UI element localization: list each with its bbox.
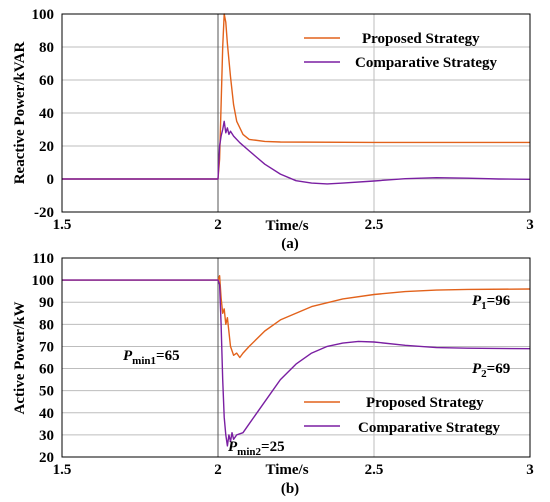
plot-frame-a bbox=[61, 13, 531, 213]
legend-label-proposed-b: Proposed Strategy bbox=[366, 395, 484, 411]
series-line-proposed bbox=[62, 275, 531, 359]
y-tick-label: 50 bbox=[39, 384, 54, 400]
sub-label-a: (a) bbox=[281, 236, 299, 252]
y-tick-label: 100 bbox=[32, 7, 55, 23]
y-tick-label: 40 bbox=[39, 106, 54, 122]
legend-label-proposed-a: Proposed Strategy bbox=[362, 31, 480, 47]
y-tick-label: 70 bbox=[39, 339, 54, 355]
y-tick-label: 100 bbox=[32, 273, 55, 289]
y-tick-label: 80 bbox=[39, 40, 54, 56]
y-tick-label: 30 bbox=[39, 428, 54, 444]
legend-label-comparative-b: Comparative Strategy bbox=[358, 420, 501, 436]
series-b bbox=[62, 275, 531, 447]
x-axis-label-b: Time/s bbox=[265, 462, 308, 478]
series-line-comparative bbox=[62, 120, 531, 185]
x-tick-label: 1.5 bbox=[53, 217, 72, 233]
x-tick-label: 2.5 bbox=[365, 217, 384, 233]
y-tick-label: 60 bbox=[39, 362, 54, 378]
x-tick-label: 1.5 bbox=[53, 462, 72, 478]
y-ticks-b: 20 30 40 50 60 70 80 90 100 110 bbox=[32, 251, 55, 466]
x-ticks-b: 1.5 2 2.5 3 bbox=[53, 462, 534, 478]
annotation-pmin2: Pmin2=25 bbox=[228, 439, 285, 458]
y-tick-label: 110 bbox=[32, 251, 54, 267]
reactive-power-chart: -20 0 20 40 60 80 100 1.5 2 2.5 3 Reactive Power/… bbox=[12, 7, 534, 252]
y-tick-label: 60 bbox=[39, 73, 54, 89]
plot-frame-b bbox=[61, 257, 531, 458]
series-line-comparative bbox=[62, 279, 531, 447]
x-tick-label: 2 bbox=[214, 462, 222, 478]
y-tick-label: 0 bbox=[47, 172, 55, 188]
x-tick-label: 3 bbox=[526, 462, 534, 478]
active-power-chart: 20 30 40 50 60 70 80 90 100 110 1.5 2 2.5 3 Active P… bbox=[12, 251, 534, 497]
legend-a: Proposed Strategy Comparative Strategy bbox=[304, 31, 498, 71]
y-ticks-a: -20 0 20 40 60 80 100 bbox=[32, 7, 55, 221]
y-axis-label-b: Active Power/kW bbox=[12, 302, 28, 415]
y-tick-label: 80 bbox=[39, 317, 54, 333]
x-tick-label: 2.5 bbox=[365, 462, 384, 478]
legend-b: Proposed Strategy Comparative Strategy bbox=[304, 395, 501, 436]
x-ticks-a: 1.5 2 2.5 3 bbox=[53, 217, 534, 233]
y-tick-label: 90 bbox=[39, 295, 54, 311]
x-tick-label: 3 bbox=[526, 217, 534, 233]
annotation-p1: P1=96 bbox=[472, 293, 511, 312]
sub-label-b: (b) bbox=[281, 481, 299, 497]
x-axis-label-a: Time/s bbox=[265, 218, 308, 234]
y-tick-label: 20 bbox=[39, 139, 54, 155]
legend-label-comparative-a: Comparative Strategy bbox=[355, 55, 498, 71]
annotation-pmin1: Pmin1=65 bbox=[123, 348, 180, 367]
plot-area-b bbox=[62, 258, 530, 457]
y-tick-label: -20 bbox=[34, 205, 54, 221]
y-tick-label: 20 bbox=[39, 450, 54, 466]
annotation-p2: P2=69 bbox=[472, 361, 510, 380]
x-tick-label: 2 bbox=[214, 217, 222, 233]
series-a bbox=[62, 13, 531, 185]
y-axis-label-a: Reactive Power/kVAR bbox=[12, 42, 28, 185]
y-tick-label: 40 bbox=[39, 406, 54, 422]
